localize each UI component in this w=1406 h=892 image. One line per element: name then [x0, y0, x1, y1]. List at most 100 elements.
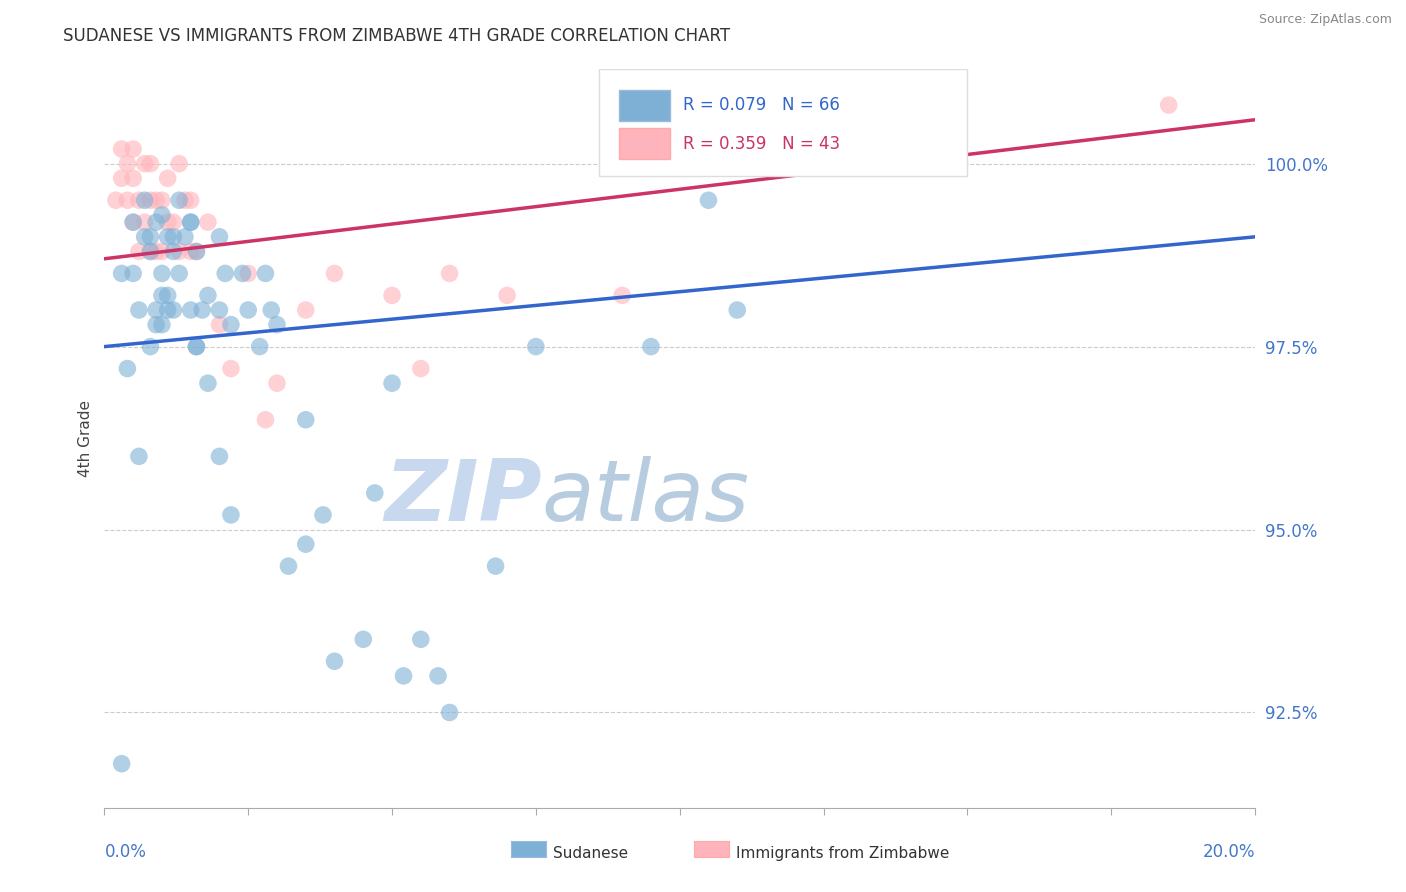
Point	[524, 340, 547, 354]
Point	[191, 303, 214, 318]
Point	[409, 632, 432, 647]
Point	[162, 215, 184, 229]
Point	[219, 508, 242, 522]
Point	[612, 288, 634, 302]
Point	[128, 303, 150, 318]
Text: SUDANESE VS IMMIGRANTS FROM ZIMBABWE 4TH GRADE CORRELATION CHART: SUDANESE VS IMMIGRANTS FROM ZIMBABWE 4TH…	[63, 27, 730, 45]
Point	[180, 215, 202, 229]
Point	[174, 230, 197, 244]
Point	[174, 193, 197, 207]
Text: ZIP: ZIP	[384, 456, 541, 539]
Point	[150, 267, 173, 281]
Text: atlas: atlas	[541, 456, 749, 539]
FancyBboxPatch shape	[599, 69, 967, 176]
Point	[167, 244, 190, 259]
Point	[117, 193, 139, 207]
Point	[134, 215, 156, 229]
Point	[150, 208, 173, 222]
Point	[180, 244, 202, 259]
Point	[156, 303, 179, 318]
Point	[392, 669, 415, 683]
Point	[364, 486, 387, 500]
Point	[1157, 98, 1180, 112]
Point	[145, 318, 167, 332]
Point	[496, 288, 519, 302]
Point	[427, 669, 450, 683]
Point	[128, 450, 150, 464]
Point	[117, 156, 139, 170]
Point	[167, 156, 190, 170]
Point	[111, 171, 134, 186]
Point	[208, 230, 231, 244]
Point	[439, 706, 461, 720]
Point	[186, 244, 208, 259]
Point	[439, 267, 461, 281]
Point	[640, 340, 662, 354]
Point	[145, 215, 167, 229]
Point	[162, 230, 184, 244]
Point	[134, 193, 156, 207]
Point	[208, 303, 231, 318]
Point	[219, 318, 242, 332]
Point	[117, 361, 139, 376]
Point	[238, 267, 260, 281]
Point	[139, 193, 162, 207]
Point	[249, 340, 271, 354]
Y-axis label: 4th Grade: 4th Grade	[79, 400, 93, 476]
Point	[122, 267, 145, 281]
Point	[254, 267, 277, 281]
Point	[122, 215, 145, 229]
Point	[231, 267, 253, 281]
Point	[266, 318, 288, 332]
Text: 0.0%: 0.0%	[104, 843, 146, 862]
Point	[219, 361, 242, 376]
Point	[150, 288, 173, 302]
FancyBboxPatch shape	[619, 128, 671, 160]
Point	[294, 537, 316, 551]
Point	[254, 413, 277, 427]
Point	[197, 376, 219, 391]
Point	[409, 361, 432, 376]
Point	[312, 508, 335, 522]
Text: Sudanese: Sudanese	[553, 846, 628, 861]
Text: Source: ZipAtlas.com: Source: ZipAtlas.com	[1258, 13, 1392, 27]
Point	[214, 267, 236, 281]
Point	[150, 244, 173, 259]
FancyBboxPatch shape	[619, 90, 671, 121]
Point	[128, 244, 150, 259]
Point	[323, 267, 346, 281]
Point	[139, 340, 162, 354]
Point	[156, 288, 179, 302]
Point	[186, 340, 208, 354]
Point	[134, 230, 156, 244]
Point	[150, 318, 173, 332]
Point	[197, 288, 219, 302]
Point	[266, 376, 288, 391]
Point	[197, 215, 219, 229]
Point	[260, 303, 283, 318]
Point	[139, 230, 162, 244]
Point	[156, 171, 179, 186]
Point	[294, 413, 316, 427]
Point	[277, 559, 299, 574]
Point	[145, 303, 167, 318]
Point	[134, 156, 156, 170]
Point	[156, 215, 179, 229]
Point	[186, 244, 208, 259]
Point	[186, 340, 208, 354]
Point	[725, 303, 748, 318]
Point	[352, 632, 374, 647]
Point	[167, 193, 190, 207]
Point	[294, 303, 316, 318]
Point	[111, 142, 134, 156]
Text: 20.0%: 20.0%	[1202, 843, 1256, 862]
Point	[167, 267, 190, 281]
Point	[381, 376, 404, 391]
Point	[122, 215, 145, 229]
Text: Immigrants from Zimbabwe: Immigrants from Zimbabwe	[735, 846, 949, 861]
Text: R = 0.359   N = 43: R = 0.359 N = 43	[683, 135, 841, 153]
Point	[122, 142, 145, 156]
Point	[145, 244, 167, 259]
Point	[697, 193, 720, 207]
Point	[180, 303, 202, 318]
